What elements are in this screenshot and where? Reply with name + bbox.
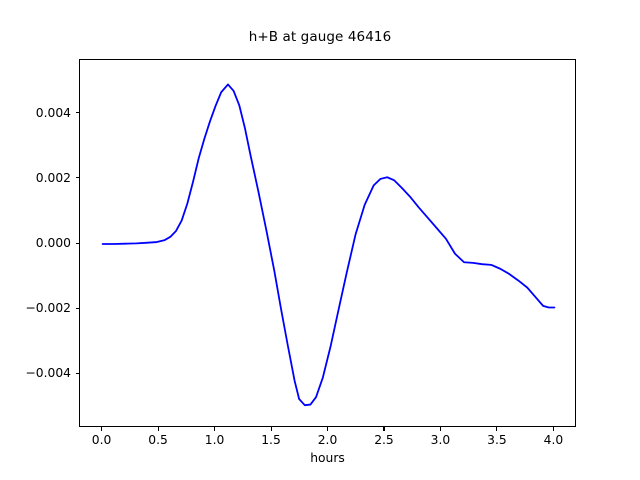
page-title: h+B at gauge 46416 [248, 29, 392, 45]
x-tick-mark [552, 427, 554, 431]
x-tick-mark [157, 427, 159, 431]
x-tick-label: 4.0 [543, 433, 564, 447]
data-line-svg [101, 83, 556, 407]
y-tick-label: 0.000 [35, 236, 71, 250]
x-tick-mark [327, 427, 329, 431]
x-tick-mark [496, 427, 498, 431]
x-tick-mark [383, 427, 385, 431]
y-tick-label: −0.002 [25, 301, 71, 316]
x-tick-mark [270, 427, 272, 431]
x-tick-label: 3.0 [430, 433, 451, 447]
y-tick-mark [75, 242, 79, 244]
x-tick-label: 1.5 [261, 433, 281, 447]
y-tick-mark [75, 372, 79, 374]
y-tick-mark [75, 112, 79, 114]
x-tick-mark [101, 427, 103, 431]
x-axis-label: hours [310, 451, 345, 465]
x-tick-label: 2.5 [374, 433, 394, 447]
y-tick-mark [75, 177, 79, 179]
x-tick-label: 1.0 [204, 433, 225, 447]
y-tick-label: 0.002 [35, 170, 71, 185]
y-tick-label: 0.004 [35, 105, 71, 120]
data-line-series-0 [101, 83, 556, 407]
x-tick-label: 0.5 [148, 433, 168, 447]
x-tick-mark [439, 427, 441, 431]
x-tick-label: 3.5 [487, 433, 507, 447]
x-tick-mark [214, 427, 216, 431]
y-tick-mark [75, 307, 79, 309]
plot-axes [79, 59, 576, 427]
x-tick-label: 2.0 [317, 433, 338, 447]
x-tick-label: 0.0 [91, 433, 112, 447]
y-tick-label: −0.004 [25, 366, 71, 381]
